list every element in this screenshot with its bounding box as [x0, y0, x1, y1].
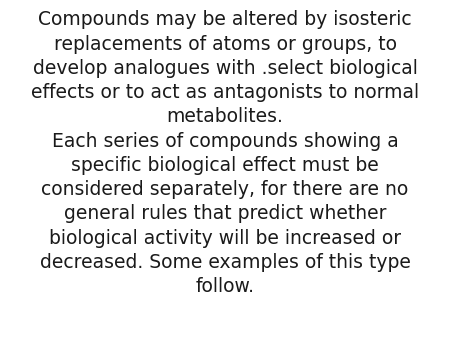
Text: Compounds may be altered by isosteric
replacements of atoms or groups, to
develo: Compounds may be altered by isosteric re… — [31, 10, 419, 296]
